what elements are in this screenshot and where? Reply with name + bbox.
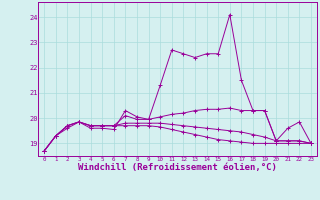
X-axis label: Windchill (Refroidissement éolien,°C): Windchill (Refroidissement éolien,°C) [78, 163, 277, 172]
